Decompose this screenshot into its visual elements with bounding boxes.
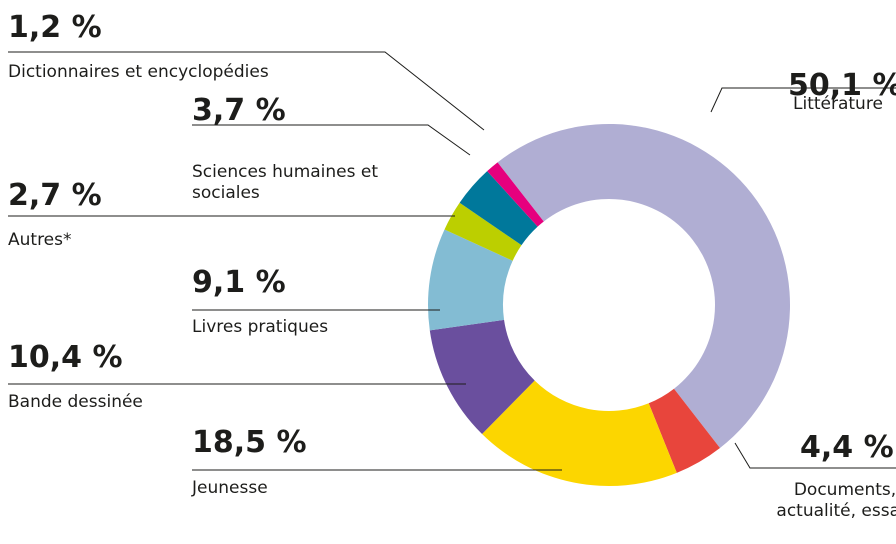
leader-line xyxy=(710,87,896,113)
donut-segment xyxy=(429,319,535,435)
donut-segment xyxy=(497,123,791,448)
donut-segment xyxy=(487,162,544,227)
category-label: Littérature xyxy=(793,94,883,114)
value-label: 2,7 % xyxy=(8,178,102,213)
category-label: Jeunesse xyxy=(192,478,268,498)
category-label: Documents, actualité, essais xyxy=(776,480,896,521)
value-label: 9,1 % xyxy=(192,265,286,300)
value-label: 4,4 % xyxy=(800,430,894,465)
donut-segment xyxy=(459,171,538,246)
leader-line xyxy=(8,51,485,131)
value-label: 18,5 % xyxy=(192,425,307,460)
value-label: 10,4 % xyxy=(8,340,123,375)
donut-segment xyxy=(428,229,513,331)
category-label: Autres* xyxy=(8,230,72,250)
category-label: Sciences humaines et sociales xyxy=(192,162,379,203)
donut-segment xyxy=(482,380,677,487)
leader-line xyxy=(734,442,896,469)
value-label: 1,2 % xyxy=(8,10,102,45)
category-label: Livres pratiques xyxy=(192,317,329,337)
category-label: Bande dessinée xyxy=(8,392,143,412)
category-label: Dictionnaires et encyclopédies xyxy=(8,62,269,82)
donut-segment xyxy=(444,202,522,261)
value-label: 50,1 % xyxy=(788,68,896,103)
donut-segment xyxy=(648,388,720,473)
value-label: 3,7 % xyxy=(192,93,286,128)
leader-line xyxy=(192,124,471,156)
